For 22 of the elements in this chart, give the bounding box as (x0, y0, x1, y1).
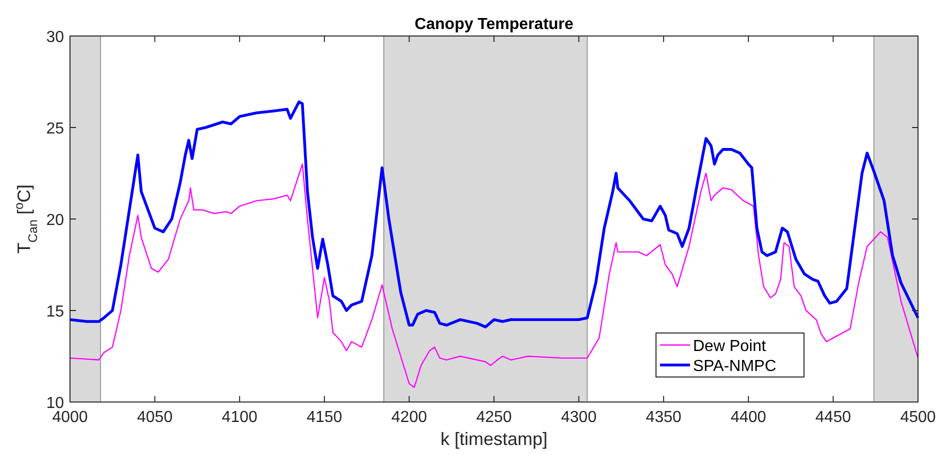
x-tick-label: 4300 (561, 409, 597, 426)
y-tick-label: 30 (46, 29, 64, 46)
x-tick-label: 4400 (730, 409, 766, 426)
line-series (69, 164, 919, 388)
x-tick-label: 4150 (306, 409, 342, 426)
y-tick-label: 15 (46, 304, 64, 320)
y-tick-label: 25 (46, 120, 64, 138)
x-tick-label: 4350 (646, 409, 682, 426)
y-tick-label: 20 (46, 212, 64, 229)
x-tick-label: 4450 (815, 409, 852, 426)
x-tick-label: 4500 (900, 409, 936, 426)
chart-title: Canopy Temperature (414, 16, 574, 33)
x-tick-label: 4050 (137, 409, 173, 426)
x-tick-label: 4000 (52, 409, 88, 426)
x-tick-label: 4100 (222, 409, 258, 426)
x-tick-label: 4250 (476, 409, 512, 426)
legend-label: SPA-NMPC (693, 358, 776, 375)
x-tick-label: 4200 (391, 409, 428, 426)
line-series (68, 100, 920, 328)
x-axis-title: k [timestamp] (440, 429, 548, 449)
y-tick-label: 10 (46, 395, 64, 412)
legend-label: Dew Point (693, 338, 766, 355)
